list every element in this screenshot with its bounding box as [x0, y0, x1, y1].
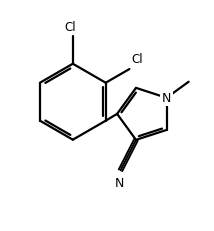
Text: N: N	[115, 177, 124, 190]
Text: Cl: Cl	[131, 53, 143, 66]
Text: N: N	[162, 92, 171, 105]
Text: Cl: Cl	[64, 21, 76, 33]
